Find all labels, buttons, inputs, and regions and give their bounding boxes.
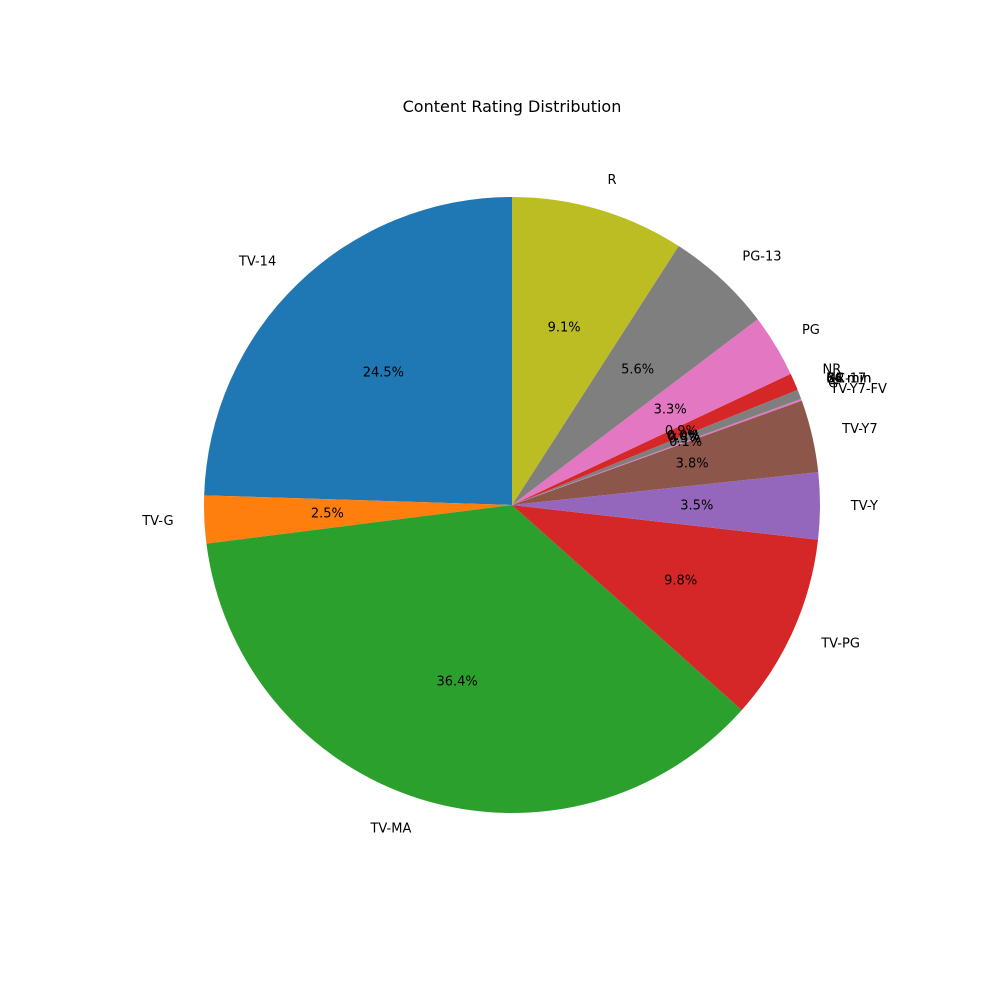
slice-percent-84-min: 0.0% <box>667 429 700 444</box>
slice-label-pg-13: PG-13 <box>742 250 781 265</box>
slice-label-pg: PG <box>802 323 820 338</box>
slice-label-tv-g: TV-G <box>141 514 173 529</box>
chart-title: Content Rating Distribution <box>403 97 622 116</box>
pie-slice-pg-13 <box>512 245 758 505</box>
slice-percent-tv-14: 24.5% <box>363 365 404 380</box>
slice-percent-nc-17: 0.0% <box>667 429 700 444</box>
slice-label-66-min: 66 min <box>826 371 871 386</box>
pie-slice-nr <box>512 373 798 505</box>
slice-percent-tv-y7-fv: 0.1% <box>669 435 702 450</box>
slice-label-tv-pg: TV-PG <box>820 636 860 651</box>
slice-label-84-min: 84 min <box>826 371 871 386</box>
pie-slice-tv-pg <box>512 505 819 711</box>
slice-label-tv-14: TV-14 <box>238 255 276 270</box>
slice-percent-tv-y: 3.5% <box>680 499 713 514</box>
slice-percent-tv-g: 2.5% <box>311 507 344 522</box>
labels-layer: TV-14 24.5% TV-G 2.5% TV-MA 36.4% TV-PG 9.8% TV-… <box>141 173 887 837</box>
pie-slice-tv-14 <box>204 197 512 505</box>
slice-label-tv-y7: TV-Y7 <box>841 422 877 437</box>
slice-label-nc-17: NC-17 <box>826 371 866 386</box>
slice-label-r: R <box>608 173 617 188</box>
slice-label-tv-y7-fv: TV-Y7-FV <box>829 382 887 397</box>
slice-percent-r: 9.1% <box>548 321 581 336</box>
pie-slice-tv-y <box>512 472 820 540</box>
pie-slice-g <box>512 389 802 505</box>
slice-label-g: G <box>828 376 838 391</box>
slices-layer <box>204 197 820 813</box>
pie-slice-pg <box>512 319 791 505</box>
slice-label-tv-y: TV-Y <box>850 499 878 514</box>
slice-percent-66-min: 0.0% <box>667 429 700 444</box>
slice-percent-pg: 3.3% <box>654 402 687 417</box>
slice-label-ur: UR <box>826 371 845 386</box>
slice-percent-74-min: 0.0% <box>667 429 700 444</box>
pie-slice-tv-ma <box>206 505 742 813</box>
slice-percent-nr: 0.9% <box>665 424 698 439</box>
pie-slice-tv-y7 <box>512 400 819 505</box>
slice-percent-g: 0.5% <box>668 432 701 447</box>
slice-percent-ur: 0.0% <box>667 429 700 444</box>
slice-label-tv-ma: TV-MA <box>369 822 411 837</box>
slice-percent-tv-ma: 36.4% <box>436 674 477 689</box>
slice-percent-pg-13: 5.6% <box>621 362 654 377</box>
slice-label-74-min: 74 min <box>826 371 871 386</box>
pie-slice-tv-g <box>204 495 512 544</box>
pie-slice-r <box>512 197 679 505</box>
slice-percent-tv-y7: 3.8% <box>676 457 709 472</box>
slice-percent-tv-pg: 9.8% <box>664 574 697 589</box>
pie-slice-tv-y7-fv <box>512 398 802 505</box>
slice-label-nr: NR <box>823 362 842 377</box>
